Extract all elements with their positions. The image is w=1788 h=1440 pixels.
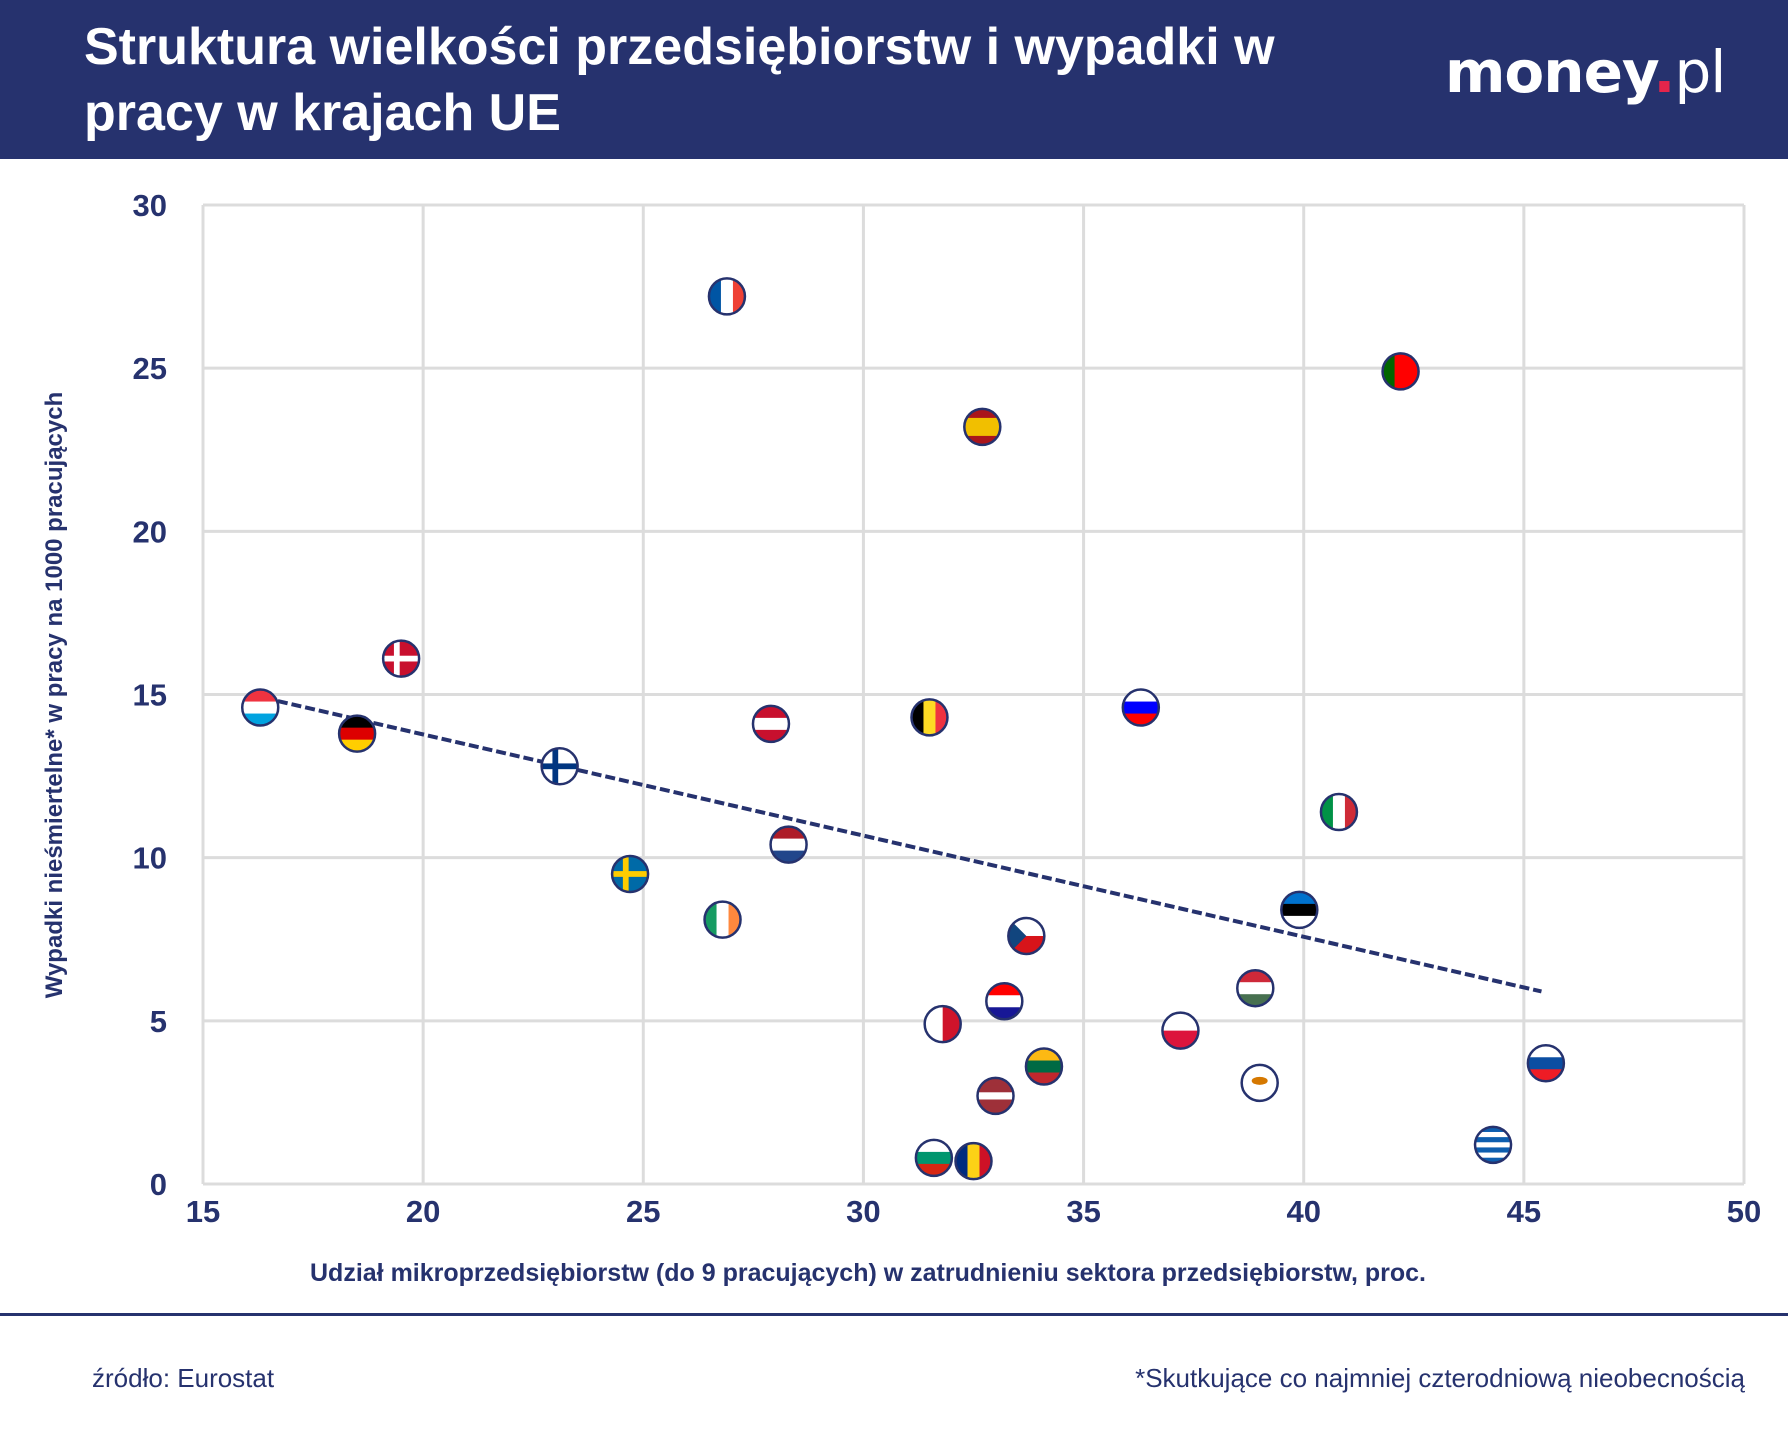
flag-lv-icon <box>976 1076 1015 1116</box>
logo-suffix: pl <box>1674 38 1726 106</box>
flag-ee-icon <box>1280 890 1319 930</box>
flag-fr-icon <box>707 277 747 316</box>
x-tick-label: 40 <box>1286 1194 1320 1229</box>
y-tick-label: 15 <box>133 678 167 713</box>
flag-ie-icon <box>703 900 742 939</box>
flag-lu-icon <box>240 688 280 727</box>
flag-pt-icon <box>1381 352 1420 391</box>
y-tick-label: 20 <box>133 514 167 549</box>
flag-si-icon <box>1121 688 1161 727</box>
x-tick-label: 35 <box>1066 1194 1100 1229</box>
chart-title: Struktura wielkości przedsiębiorstw i wy… <box>84 18 1275 142</box>
x-tick-label: 20 <box>406 1194 440 1229</box>
y-tick-label: 0 <box>150 1167 167 1202</box>
trend-line <box>277 699 1542 994</box>
y-tick-label: 5 <box>150 1004 167 1039</box>
flag-mt-icon <box>923 1004 962 1044</box>
flag-be-icon <box>910 698 949 737</box>
x-tick-label: 25 <box>626 1194 660 1229</box>
flag-hu-icon <box>1236 968 1275 1008</box>
flag-nl-icon <box>769 825 808 864</box>
x-tick-label: 45 <box>1507 1194 1541 1229</box>
footnote: *Skutkujące co najmniej czterodniową nie… <box>1135 1363 1745 1393</box>
flag-sk-icon <box>1526 1044 1566 1083</box>
flag-gr-icon <box>1473 1125 1513 1165</box>
x-tick-label: 30 <box>846 1194 880 1229</box>
flag-se-icon <box>610 854 650 894</box>
header-banner: Struktura wielkości przedsiębiorstw i wy… <box>0 0 1788 159</box>
logo-main: money <box>1445 38 1654 106</box>
x-tick-label: 50 <box>1727 1194 1761 1229</box>
x-axis-label: Udział mikroprzedsiębiorstw (do 9 pracuj… <box>310 1259 1426 1287</box>
flag-de-icon <box>337 714 377 753</box>
x-tick-label: 15 <box>186 1194 220 1229</box>
flag-cz-icon <box>1007 916 1046 956</box>
flag-at-icon <box>751 704 791 744</box>
flag-dk-icon <box>381 639 421 678</box>
flag-ro-icon <box>954 1141 993 1181</box>
y-tick-label: 30 <box>133 188 167 223</box>
flag-it-icon <box>1319 792 1359 832</box>
flag-es-icon <box>963 407 1002 447</box>
flag-fi-icon <box>540 747 579 786</box>
y-axis-label: Wypadki nieśmiertelne* w pracy na 1000 p… <box>41 391 68 999</box>
y-tick-label: 25 <box>133 351 167 386</box>
flag-lt-icon <box>1024 1047 1064 1086</box>
flag-bg-icon <box>914 1138 954 1178</box>
money-pl-logo: money.pl <box>1445 38 1726 106</box>
flag-pl-icon <box>1161 1011 1200 1050</box>
source-note: źródło: Eurostat <box>92 1363 275 1393</box>
flag-cy-icon <box>1240 1063 1279 1103</box>
footer-divider <box>0 1313 1788 1316</box>
y-tick-label: 10 <box>133 841 167 876</box>
flag-hr-icon <box>985 982 1024 1021</box>
logo-dot: . <box>1653 38 1675 106</box>
